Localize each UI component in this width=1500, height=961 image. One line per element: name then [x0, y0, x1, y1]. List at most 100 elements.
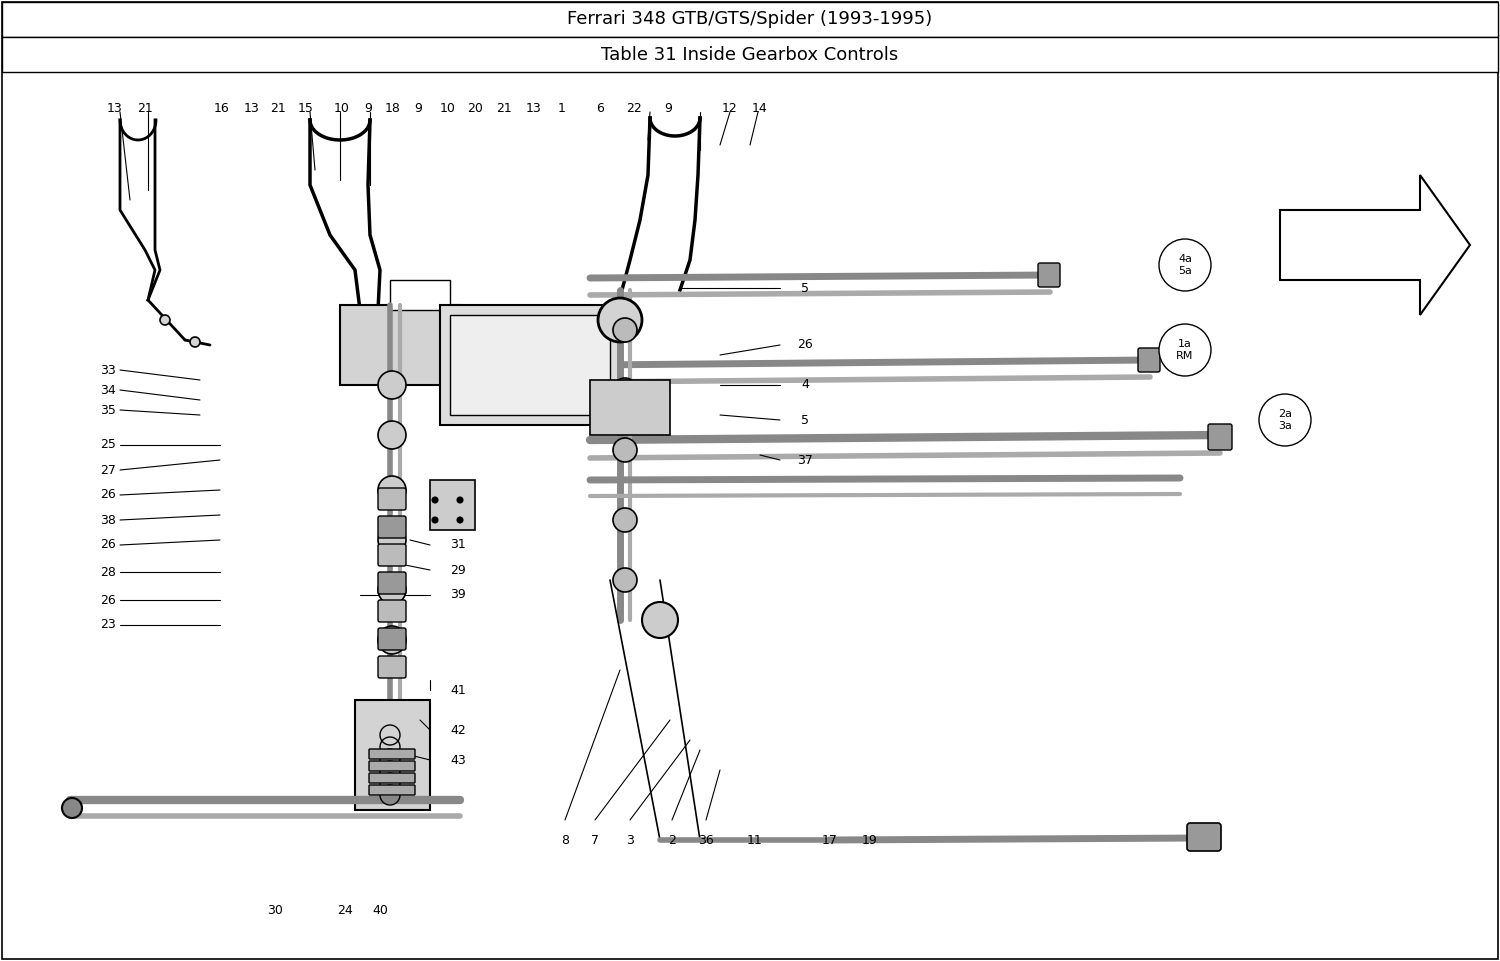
Text: 15: 15 [298, 102, 314, 114]
Text: 5: 5 [801, 413, 808, 427]
FancyBboxPatch shape [369, 773, 416, 783]
Text: 16: 16 [214, 102, 230, 114]
Circle shape [614, 568, 638, 592]
Text: 31: 31 [450, 538, 466, 552]
Text: 8: 8 [561, 833, 568, 847]
Circle shape [378, 526, 406, 554]
Circle shape [458, 497, 464, 503]
Text: 36: 36 [698, 833, 714, 847]
Circle shape [378, 476, 406, 504]
Text: 11: 11 [747, 833, 764, 847]
Text: 10: 10 [334, 102, 350, 114]
Circle shape [1160, 324, 1210, 376]
Text: 18: 18 [386, 102, 400, 114]
Circle shape [614, 508, 638, 532]
Text: 9: 9 [664, 102, 672, 114]
Text: Ferrari 348 GTB/GTS/Spider (1993-1995): Ferrari 348 GTB/GTS/Spider (1993-1995) [567, 10, 933, 28]
FancyBboxPatch shape [378, 544, 406, 566]
Text: 13: 13 [244, 102, 260, 114]
Text: 4a
5a: 4a 5a [1178, 255, 1192, 276]
FancyBboxPatch shape [378, 488, 406, 510]
Circle shape [378, 626, 406, 654]
Bar [590, 380, 670, 435]
FancyBboxPatch shape [369, 785, 416, 795]
Text: 17: 17 [822, 833, 839, 847]
Bar [340, 305, 460, 385]
Text: 29: 29 [450, 563, 466, 577]
Bar [440, 305, 620, 425]
Text: 21: 21 [496, 102, 512, 114]
Circle shape [1160, 239, 1210, 291]
Text: 21: 21 [136, 102, 153, 114]
Text: 9: 9 [364, 102, 372, 114]
Bar [390, 280, 450, 310]
Text: Table 31 Inside Gearbox Controls: Table 31 Inside Gearbox Controls [602, 45, 898, 63]
Circle shape [378, 421, 406, 449]
Bar [2, 37, 1498, 72]
Text: 13: 13 [106, 102, 123, 114]
Circle shape [62, 798, 82, 818]
FancyBboxPatch shape [369, 761, 416, 771]
FancyBboxPatch shape [1186, 823, 1221, 851]
Text: 32: 32 [450, 508, 466, 522]
Text: 43: 43 [450, 753, 466, 767]
Circle shape [598, 298, 642, 342]
FancyBboxPatch shape [1208, 424, 1231, 450]
Text: 39: 39 [450, 588, 466, 602]
Text: 2a
3a: 2a 3a [1278, 409, 1292, 431]
Text: 20: 20 [466, 102, 483, 114]
Text: 34: 34 [100, 383, 116, 397]
Text: 26: 26 [100, 488, 116, 502]
Text: 19: 19 [862, 833, 877, 847]
Text: 21: 21 [270, 102, 286, 114]
Circle shape [458, 517, 464, 523]
Circle shape [1258, 394, 1311, 446]
FancyBboxPatch shape [369, 749, 416, 759]
Text: 35: 35 [100, 404, 116, 416]
Text: 42: 42 [450, 724, 466, 736]
Text: 4: 4 [801, 379, 808, 391]
Text: 30: 30 [267, 903, 284, 917]
Text: 1: 1 [558, 102, 566, 114]
Text: 33: 33 [100, 363, 116, 377]
Text: 22: 22 [626, 102, 642, 114]
Text: 13: 13 [526, 102, 542, 114]
Text: 23: 23 [100, 619, 116, 631]
FancyBboxPatch shape [378, 628, 406, 650]
Text: 9: 9 [414, 102, 422, 114]
Text: 7: 7 [591, 833, 598, 847]
FancyBboxPatch shape [1138, 348, 1160, 372]
FancyBboxPatch shape [378, 516, 406, 538]
Circle shape [432, 517, 438, 523]
Text: 28: 28 [100, 565, 116, 579]
Text: 37: 37 [796, 454, 813, 466]
FancyBboxPatch shape [378, 600, 406, 622]
Text: 40: 40 [372, 903, 388, 917]
Circle shape [432, 497, 438, 503]
Text: 12: 12 [722, 102, 738, 114]
Text: 5: 5 [801, 282, 808, 294]
Text: 6: 6 [596, 102, 604, 114]
Text: 24: 24 [338, 903, 352, 917]
FancyBboxPatch shape [378, 656, 406, 678]
Circle shape [614, 318, 638, 342]
Text: 26: 26 [100, 594, 116, 606]
Text: 27: 27 [100, 463, 116, 477]
Circle shape [614, 378, 638, 402]
Text: 10: 10 [440, 102, 456, 114]
Circle shape [378, 371, 406, 399]
Text: 14: 14 [752, 102, 768, 114]
Circle shape [378, 576, 406, 604]
Bar [356, 700, 430, 810]
Text: 38: 38 [100, 513, 116, 527]
Bar [2, 2, 1498, 37]
Circle shape [642, 602, 678, 638]
Text: 25: 25 [100, 438, 116, 452]
Text: 41: 41 [450, 683, 466, 697]
Text: 2: 2 [668, 833, 676, 847]
Bar [450, 315, 610, 415]
FancyBboxPatch shape [378, 572, 406, 594]
Circle shape [190, 337, 200, 347]
Circle shape [614, 438, 638, 462]
Polygon shape [1280, 175, 1470, 315]
